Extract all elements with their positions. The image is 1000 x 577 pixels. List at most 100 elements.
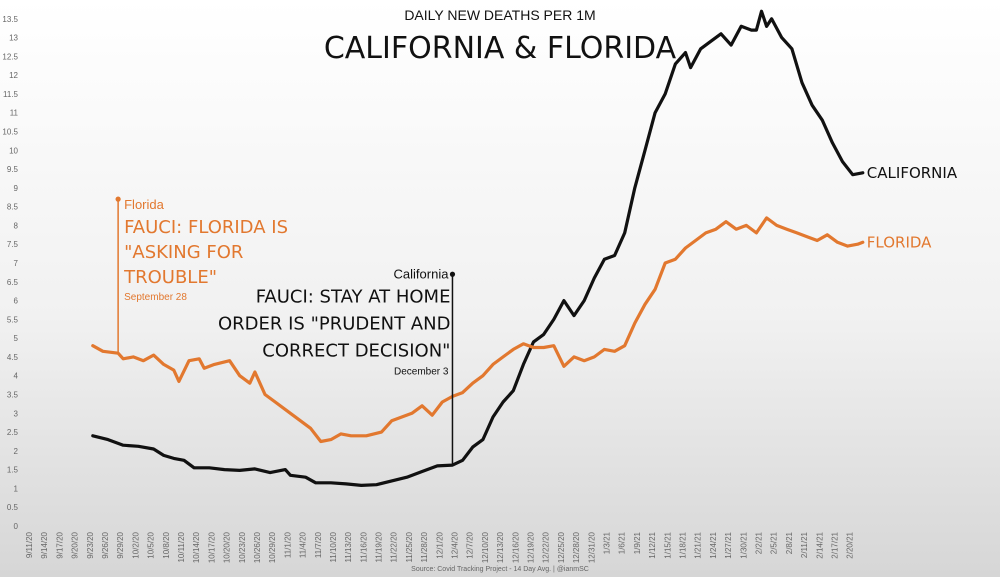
x-tick-label: 2/17/21 [830,531,839,558]
x-tick-label: 10/14/20 [192,531,201,563]
x-tick-label: 11/25/20 [405,531,414,562]
x-tick-label: 10/26/20 [253,531,262,563]
x-tick-label: 10/11/20 [177,531,186,562]
x-tick-label: 10/17/20 [207,531,216,563]
x-tick-label: 1/9/21 [633,531,642,554]
x-tick-label: 9/11/20 [25,531,34,558]
california-annotation-state: California [394,266,450,281]
x-tick-label: 10/20/20 [223,531,232,563]
x-tick-label: 11/28/20 [420,531,429,562]
x-tick-label: 2/2/21 [754,531,763,554]
x-tick-label: 10/23/20 [238,531,247,563]
x-tick-label: 1/15/21 [663,531,672,558]
y-tick-label: 8.5 [7,203,19,212]
x-tick-label: 12/28/20 [572,531,581,563]
california-annotation-date: December 3 [394,366,449,377]
x-tick-label: 12/10/20 [481,531,490,563]
california-annotation-quote: FAUCI: STAY AT HOME [256,286,451,307]
florida-annotation-date: September 28 [124,292,187,303]
chart-title: CALIFORNIA & FLORIDA [324,31,677,66]
y-tick-label: 12 [9,71,18,80]
x-tick-label: 12/4/20 [451,531,460,558]
x-tick-label: 11/22/20 [390,531,399,562]
x-tick-label: 12/7/20 [466,531,475,558]
x-tick-label: 1/30/21 [739,531,748,558]
y-tick-label: 0.5 [7,503,19,512]
x-tick-label: 2/8/21 [785,531,794,554]
x-tick-label: 10/5/20 [147,531,156,558]
x-tick-label: 9/29/20 [116,531,125,558]
y-tick-label: 13 [9,34,18,43]
y-tick-label: 10 [9,146,18,155]
y-tick-label: 8 [14,221,19,230]
x-tick-label: 10/8/20 [162,531,171,558]
y-tick-label: 2.5 [7,428,19,437]
x-tick-label: 1/21/21 [694,531,703,558]
y-tick-label: 1 [14,484,19,493]
x-tick-label: 9/14/20 [40,531,49,558]
x-tick-label: 12/13/20 [496,531,505,563]
y-tick-label: 1.5 [7,466,19,475]
x-tick-label: 1/18/21 [678,531,687,558]
y-axis: 00.511.522.533.544.555.566.577.588.599.5… [2,15,18,531]
series-labels: CALIFORNIA FLORIDA [867,164,958,252]
x-tick-label: 9/17/20 [55,531,64,558]
y-tick-label: 4 [14,372,19,381]
y-tick-label: 5.5 [7,315,19,324]
x-tick-label: 11/13/20 [344,531,353,562]
y-tick-label: 7 [14,259,19,268]
x-tick-label: 1/24/21 [709,531,718,558]
x-tick-label: 11/4/20 [299,531,308,558]
x-tick-label: 11/19/20 [375,531,384,562]
y-tick-label: 5 [14,334,19,343]
x-tick-label: 12/19/20 [527,531,536,563]
x-tick-label: 9/26/20 [101,531,110,558]
california-annotation-quote: ORDER IS "PRUDENT AND [218,313,450,334]
florida-annotation-state: Florida [124,197,165,212]
x-tick-label: 11/16/20 [359,531,368,562]
x-tick-label: 9/20/20 [71,531,80,558]
series-line-florida [91,216,865,444]
x-tick-label: 11/10/20 [329,531,338,562]
source-note: Source: Covid Tracking Project - 14 Day … [411,566,589,573]
series-end-label: CALIFORNIA [867,164,958,182]
x-tick-label: 1/12/21 [648,531,657,558]
series-end-label: FLORIDA [867,233,932,251]
y-tick-label: 3 [14,409,19,418]
x-tick-label: 2/14/21 [815,531,824,558]
y-tick-label: 11.5 [3,90,19,99]
y-tick-label: 0 [14,522,19,531]
y-tick-label: 6 [14,297,19,306]
florida-annotation-quote: FAUCI: FLORIDA IS [124,217,288,238]
x-tick-label: 10/2/20 [131,531,140,558]
series-line-california [91,9,865,487]
florida-annotation-quote: TROUBLE" [123,267,217,288]
series-lines [91,9,865,487]
x-tick-label: 2/20/21 [846,531,855,558]
x-axis: 9/11/20 9/14/20 9/17/20 9/20/20 9/23/20 9/26/… [25,531,855,563]
y-tick-label: 6.5 [7,278,19,287]
x-tick-label: 2/11/21 [800,531,809,558]
x-tick-label: 12/31/20 [587,531,596,563]
california-annotation-quote: CORRECT DECISION" [262,340,450,361]
florida-annotation-quote: "ASKING FOR [124,242,243,263]
y-tick-label: 9.5 [7,165,19,174]
florida-annotation-dot [115,196,121,202]
annotations: Florida FAUCI: FLORIDA IS "ASKING FOR TROUB… [115,196,456,466]
y-tick-label: 10.5 [2,128,18,137]
y-tick-label: 11 [10,109,19,118]
x-tick-label: 1/27/21 [724,531,733,558]
x-tick-label: 9/23/20 [86,531,95,558]
x-tick-label: 11/7/20 [314,531,323,558]
y-tick-label: 12.5 [2,52,18,61]
y-tick-label: 3.5 [7,391,19,400]
california-annotation-dot [449,271,456,277]
chart-subtitle: DAILY NEW DEATHS PER 1M [404,7,595,23]
x-tick-label: 1/6/21 [618,531,627,554]
x-tick-label: 2/5/21 [770,531,779,554]
x-tick-label: 12/1/20 [435,531,444,558]
x-tick-label: 10/29/20 [268,531,277,563]
x-tick-label: 12/16/20 [511,531,520,563]
